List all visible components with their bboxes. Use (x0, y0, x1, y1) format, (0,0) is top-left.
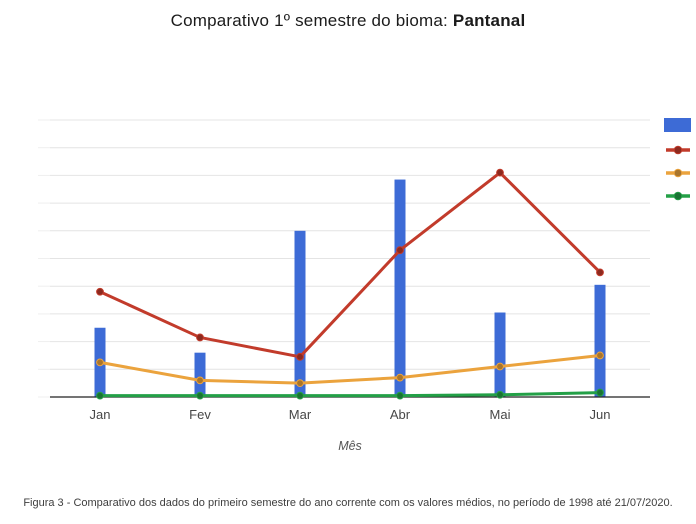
line-green-marker (396, 391, 404, 400)
x-axis-title: Mês (338, 439, 362, 453)
legend-marker-line-orange (673, 168, 683, 178)
legend-swatch-bars-blue (664, 118, 691, 132)
bar-Fev (194, 352, 206, 397)
line-orange-marker (396, 373, 404, 382)
line-red-marker (296, 352, 304, 361)
line-red-marker (196, 333, 204, 342)
line-red-marker (496, 168, 504, 177)
line-red-marker (96, 287, 104, 296)
x-label-abr: Abr (390, 407, 411, 422)
line-green-marker (496, 390, 504, 399)
line-orange-marker (296, 379, 304, 388)
x-label-fev: Fev (189, 407, 211, 422)
line-orange-marker (96, 358, 104, 367)
legend-marker-line-red (673, 145, 683, 155)
line-green-marker (96, 391, 104, 400)
line-red-marker (596, 268, 604, 277)
line-orange-marker (596, 351, 604, 360)
line-green-marker (196, 391, 204, 400)
bar-Abr (394, 179, 406, 397)
x-label-mai: Mai (490, 407, 511, 422)
line-orange-marker (196, 376, 204, 385)
line-green-marker (596, 388, 604, 397)
line-red-marker (396, 246, 404, 255)
legend-marker-line-green (673, 191, 683, 201)
line-red (99, 171, 602, 359)
chart-title: Comparativo 1º semestre do bioma: Pantan… (0, 11, 696, 31)
line-orange-marker (496, 362, 504, 371)
line-green-marker (296, 391, 304, 400)
chart-title-text: Comparativo 1º semestre do bioma: (170, 11, 453, 30)
x-label-jan: Jan (90, 407, 111, 422)
line-green (100, 391, 601, 398)
bar-Jun (594, 284, 606, 397)
bar-Mai (494, 312, 506, 397)
bar-Mar (294, 230, 306, 397)
x-label-jun: Jun (590, 407, 611, 422)
figure-caption: Figura 3 - Comparativo dos dados do prim… (23, 497, 673, 509)
line-orange (99, 353, 601, 385)
chart-title-biome: Pantanal (452, 11, 526, 30)
x-label-mar: Mar (289, 407, 312, 422)
